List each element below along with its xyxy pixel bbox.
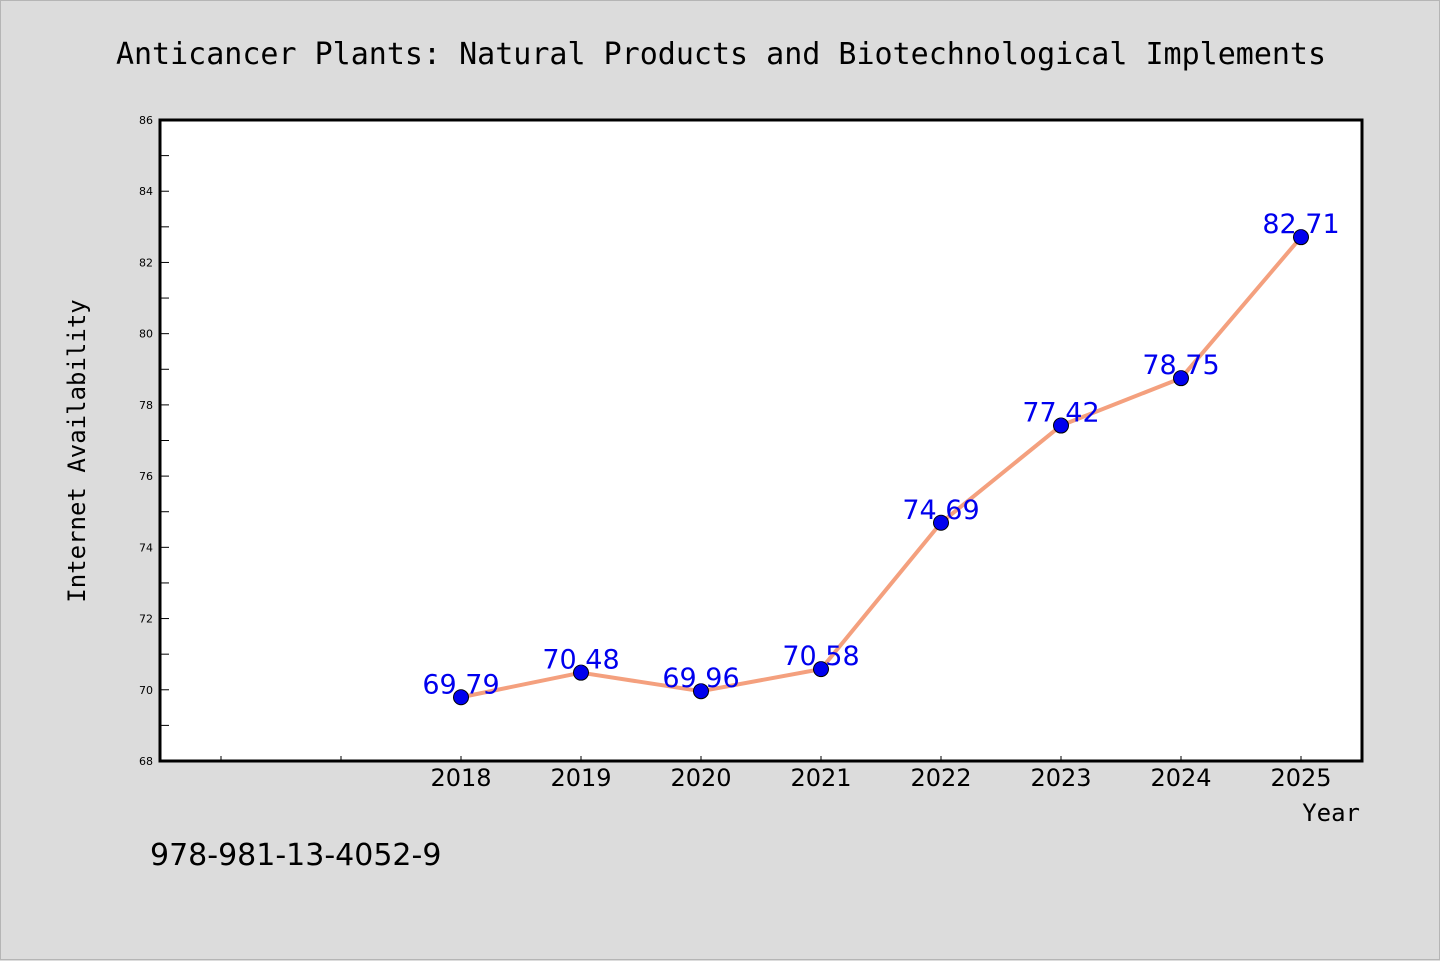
series-line xyxy=(459,235,1303,700)
data-point xyxy=(1053,417,1069,434)
data-label: 77.42 xyxy=(1022,398,1099,429)
data-label: 70.48 xyxy=(542,645,619,676)
y-tick-label: 76 xyxy=(139,470,153,483)
y-tick-label: 84 xyxy=(139,185,153,198)
plot-area xyxy=(158,118,1364,763)
x-axis: 2018 2019 2020 2021 2022 2023 2024 2025 xyxy=(220,756,1332,792)
y-tick-label: 74 xyxy=(139,541,153,554)
data-label: 70.58 xyxy=(782,641,859,672)
chart-title: Anticancer Plants: Natural Products and … xyxy=(116,37,1326,72)
x-tick-label: 2024 xyxy=(1150,764,1211,792)
y-tick-label: 82 xyxy=(139,256,153,269)
data-label: 69.96 xyxy=(662,663,739,694)
x-tick-label: 2023 xyxy=(1030,764,1091,792)
data-point xyxy=(813,661,829,678)
y-tick-label: 72 xyxy=(139,613,153,626)
data-point xyxy=(453,689,469,706)
data-label: 74.69 xyxy=(902,495,979,526)
x-tick-label: 2025 xyxy=(1270,764,1331,792)
data-label: 69.79 xyxy=(422,669,499,700)
x-tick-label: 2020 xyxy=(670,764,731,792)
data-label: 78.75 xyxy=(1142,350,1219,381)
data-point xyxy=(1173,370,1189,387)
x-tick-label: 2022 xyxy=(910,764,971,792)
x-axis-label: Year xyxy=(1302,799,1360,827)
y-tick-label: 70 xyxy=(139,684,153,697)
y-tick-label: 78 xyxy=(139,399,153,412)
x-tick-label: 2018 xyxy=(430,764,491,792)
data-point xyxy=(1293,229,1309,246)
y-axis: 68 70 72 74 76 78 80 82 84 86 xyxy=(139,114,169,768)
data-label: 82.71 xyxy=(1262,209,1339,240)
data-point xyxy=(693,683,709,700)
data-point xyxy=(933,514,949,531)
y-axis-label: Internet Availability xyxy=(63,299,91,602)
data-point xyxy=(573,664,589,681)
x-tick-label: 2019 xyxy=(550,764,611,792)
isbn-footer: 978-981-13-4052-9 xyxy=(150,838,441,873)
y-tick-label: 68 xyxy=(139,755,153,768)
y-tick-label: 86 xyxy=(139,114,153,127)
y-tick-label: 80 xyxy=(139,328,153,341)
series-layer: 69.79 70.48 69.96 70.58 74.69 77.42 78.75 82.71 xyxy=(422,209,1340,706)
x-tick-label: 2021 xyxy=(790,764,851,792)
